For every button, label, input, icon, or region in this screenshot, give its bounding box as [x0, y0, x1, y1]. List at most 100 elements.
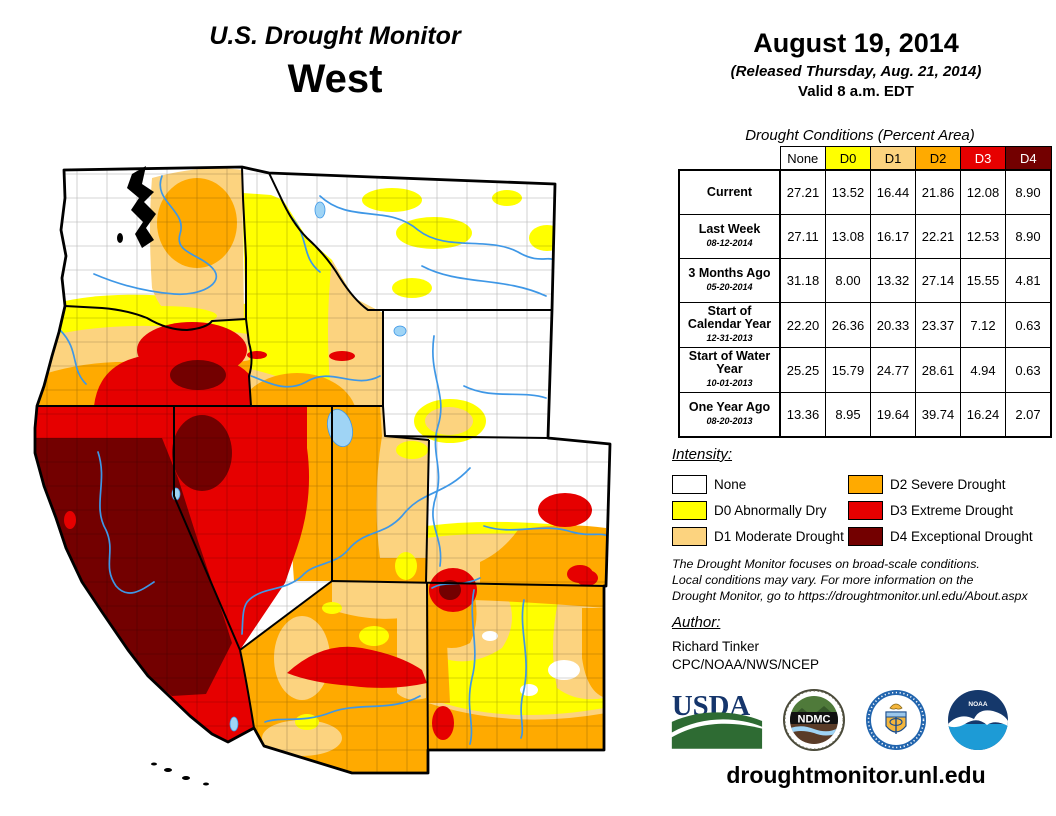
percent-area-value: 7.12	[960, 302, 1006, 348]
legend-swatch	[672, 526, 707, 546]
valid-time: Valid 8 a.m. EDT	[798, 83, 914, 100]
row-label: Last Week 08-12-2014	[678, 214, 781, 259]
row-date: 12-31-2013	[706, 333, 753, 343]
column-header-none: None	[779, 146, 826, 171]
column-header-d1: D1	[870, 146, 916, 171]
region-title: West	[287, 57, 383, 101]
percent-area-value: 16.44	[870, 169, 916, 215]
drought-map	[33, 165, 612, 786]
row-label: 3 Months Ago 05-20-2014	[678, 258, 781, 303]
map-outline	[33, 165, 612, 775]
legend-item: D2 Severe Drought	[848, 471, 1052, 497]
table-row: Current 27.21 13.52 16.44 21.86 12.08 8.90	[678, 169, 1052, 215]
percent-area-value: 8.90	[1005, 169, 1052, 215]
intensity-legend: Intensity: None D0 Abnormally Dry D1 Moder…	[672, 446, 1052, 549]
state-borders	[37, 166, 607, 774]
percent-area-value: 4.81	[1005, 258, 1052, 303]
legend-item: None	[672, 471, 848, 497]
percent-area-value: 15.55	[960, 258, 1006, 303]
author-block: Author: Richard Tinker CPC/NOAA/NWS/NCEP	[672, 614, 1052, 672]
table-row: Last Week 08-12-2014 27.11 13.08 16.17 22.21 1…	[678, 214, 1052, 259]
noaa-logo-text: NOAA	[968, 701, 987, 708]
percent-area-value: 16.24	[960, 392, 1006, 438]
percent-area-value: 13.52	[825, 169, 871, 215]
row-label: Start of Water Year 10-01-2013	[678, 347, 781, 393]
report-date: August 19, 2014	[753, 28, 959, 58]
row-date: 08-12-2014	[706, 238, 753, 248]
row-date: 08-20-2013	[706, 416, 753, 426]
date-block: August 19, 2014 (Released Thursday, Aug.…	[660, 28, 1052, 100]
table-caption: Drought Conditions (Percent Area)	[745, 127, 975, 144]
percent-area-value: 24.77	[870, 347, 916, 393]
page-title: U.S. Drought Monitor	[209, 22, 461, 50]
percent-area-value: 20.33	[870, 302, 916, 348]
legend-grid: None D0 Abnormally Dry D1 Moderate Drought…	[672, 471, 1052, 549]
legend-label: D1 Moderate Drought	[714, 528, 844, 544]
row-label: Start of Calendar Year 12-31-2013	[678, 302, 781, 348]
percent-area-value: 8.00	[825, 258, 871, 303]
rivers-layer	[59, 175, 609, 745]
column-header-d2: D2	[915, 146, 961, 171]
percent-area-value: 22.21	[915, 214, 961, 259]
legend-swatch	[848, 474, 883, 494]
map-fill-layers	[35, 167, 610, 773]
agency-logos: USDA NDMC NOAA	[668, 688, 1052, 752]
column-header-d3: D3	[960, 146, 1006, 171]
percent-area-value: 27.21	[779, 169, 826, 215]
percent-area-value: 26.36	[825, 302, 871, 348]
ndmc-logo: NDMC	[783, 689, 845, 751]
disclaimer-text: The Drought Monitor focuses on broad-sca…	[672, 556, 1054, 604]
column-header-d4: D4	[1005, 146, 1052, 171]
table-row: One Year Ago 08-20-2013 13.36 8.95 19.64 39.7…	[678, 392, 1052, 438]
row-date: 05-20-2014	[706, 282, 753, 292]
author-name: Richard Tinker	[672, 639, 760, 654]
percent-area-value: 23.37	[915, 302, 961, 348]
percent-area-value: 12.53	[960, 214, 1006, 259]
disclaimer-line: Drought Monitor, go to https://droughtmo…	[672, 589, 1028, 603]
percent-area-value: 13.08	[825, 214, 871, 259]
row-label: One Year Ago 08-20-2013	[678, 392, 781, 438]
legend-label: D0 Abnormally Dry	[714, 502, 827, 518]
percent-area-value: 8.95	[825, 392, 871, 438]
usda-logo: USDA	[671, 690, 763, 749]
commerce-seal-logo	[866, 690, 926, 750]
drought-map-container	[2, 138, 662, 798]
column-header-d0: D0	[825, 146, 871, 171]
legend-item: D0 Abnormally Dry	[672, 497, 848, 523]
row-date: 10-01-2013	[706, 378, 753, 388]
map-title-block: U.S. Drought Monitor West	[30, 22, 640, 102]
percent-area-value: 8.90	[1005, 214, 1052, 259]
table-row: Start of Water Year 10-01-2013 25.25 15.79 2…	[678, 347, 1052, 393]
author-heading: Author:	[672, 614, 721, 631]
legend-heading: Intensity:	[672, 446, 733, 463]
disclaimer-line: Local conditions may vary. For more info…	[672, 573, 974, 587]
channel-islands	[151, 762, 209, 786]
percent-area-value: 39.74	[915, 392, 961, 438]
legend-label: D4 Exceptional Drought	[890, 528, 1033, 544]
table-row: 3 Months Ago 05-20-2014 31.18 8.00 13.32 27.1…	[678, 258, 1052, 303]
table-row: Start of Calendar Year 12-31-2013 22.20 26.…	[678, 302, 1052, 348]
table-header-row: None D0 D1 D2 D3 D4	[679, 146, 1052, 171]
percent-area-value: 13.32	[870, 258, 916, 303]
legend-label: D2 Severe Drought	[890, 476, 1006, 492]
percent-area-value: 13.36	[779, 392, 826, 438]
site-url: droughtmonitor.unl.edu	[726, 762, 986, 788]
legend-swatch	[672, 500, 707, 520]
percent-area-value: 0.63	[1005, 347, 1052, 393]
lakes-layer	[171, 201, 407, 732]
legend-item: D4 Exceptional Drought	[848, 523, 1052, 549]
legend-swatch	[848, 500, 883, 520]
released-date: (Released Thursday, Aug. 21, 2014)	[730, 63, 982, 80]
drought-conditions-table: None D0 D1 D2 D3 D4 Current 27.21 13.52 16.44 21.…	[678, 146, 1052, 438]
percent-area-value: 16.17	[870, 214, 916, 259]
percent-area-value: 28.61	[915, 347, 961, 393]
percent-area-value: 21.86	[915, 169, 961, 215]
percent-area-value: 15.79	[825, 347, 871, 393]
puget-sound-water	[117, 166, 156, 248]
legend-item: D3 Extreme Drought	[848, 497, 1052, 523]
row-label: Current	[678, 169, 781, 215]
legend-label: D3 Extreme Drought	[890, 502, 1014, 518]
percent-area-value: 31.18	[779, 258, 826, 303]
percent-area-value: 25.25	[779, 347, 826, 393]
percent-area-value: 0.63	[1005, 302, 1052, 348]
